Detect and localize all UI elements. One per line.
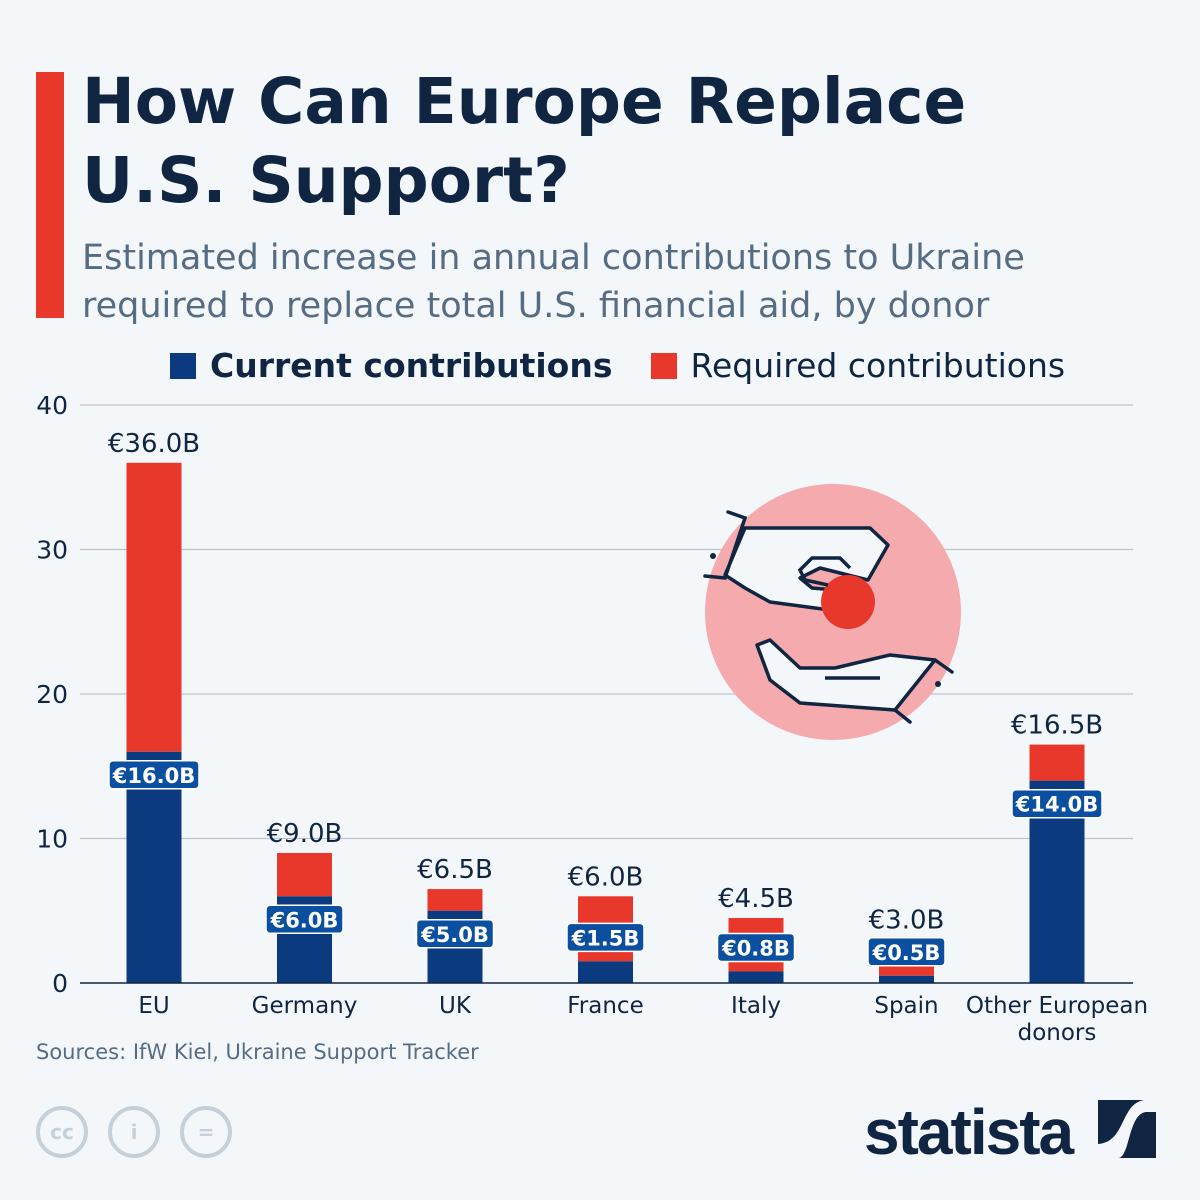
legend: Current contributions Required contribut… — [170, 346, 1065, 385]
bar-current — [728, 971, 784, 983]
x-tick-label: Spain — [874, 993, 938, 1019]
logo-text: statista — [864, 1096, 1074, 1168]
legend-swatch-current — [170, 352, 196, 379]
bar-current — [578, 961, 633, 983]
x-tick-label: France — [567, 993, 643, 1019]
current-label: €0.5B — [872, 941, 941, 965]
bar-required — [126, 462, 182, 752]
current-label-box — [1011, 788, 1103, 819]
bar-required — [277, 852, 332, 897]
current-label: €16.0B — [112, 764, 195, 788]
source-note: Sources: IfW Kiel, Ukraine Support Track… — [36, 1040, 479, 1064]
statista-logo[interactable]: statista — [864, 1095, 1156, 1169]
x-tick-label: donors — [1018, 1020, 1097, 1046]
cc-icon[interactable]: cc — [36, 1106, 88, 1158]
current-label-box — [867, 937, 946, 967]
total-label: €6.5B — [417, 855, 493, 885]
x-tick-label: UK — [439, 993, 472, 1019]
x-tick-label: EU — [138, 993, 169, 1019]
current-label-box — [108, 760, 200, 790]
x-tick-label: Germany — [252, 993, 358, 1019]
accent-bar — [36, 72, 64, 318]
current-label: €5.0B — [420, 923, 489, 947]
legend-swatch-required — [650, 352, 677, 379]
y-tick-label: 30 — [36, 536, 68, 565]
current-label: €1.5B — [571, 926, 640, 950]
current-label: €0.8B — [721, 936, 790, 960]
total-label: €6.0B — [568, 862, 644, 892]
hands-coin-icon — [703, 484, 961, 740]
current-label-box — [566, 922, 645, 953]
total-label: €3.0B — [869, 906, 945, 936]
statista-logo-mark — [1097, 1100, 1156, 1158]
total-label: €16.5B — [1011, 711, 1103, 741]
bar-current — [879, 975, 934, 983]
current-label-box — [716, 932, 796, 963]
x-tick-label: Italy — [731, 993, 781, 1019]
page-title: How Can Europe Replace U.S. Support? — [82, 65, 967, 217]
y-tick-label: 10 — [36, 825, 68, 854]
subtitle: Estimated increase in annual contributio… — [82, 238, 1025, 326]
legend-label-current: Current contributions — [210, 346, 613, 385]
total-label: €36.0B — [108, 429, 200, 459]
y-tick-label: 20 — [36, 680, 68, 709]
total-label: €9.0B — [267, 819, 343, 849]
y-tick-label: 0 — [52, 969, 68, 998]
bar-current — [126, 751, 182, 983]
total-label: €4.5B — [718, 884, 794, 914]
current-label-box — [415, 919, 495, 949]
bar-required — [1029, 744, 1085, 781]
legend-label-required: Required contributions — [690, 346, 1066, 385]
y-tick-label: 40 — [36, 391, 68, 420]
current-label-box — [265, 904, 344, 935]
bar-required — [427, 889, 483, 911]
attribution-icon[interactable]: i — [108, 1106, 160, 1158]
current-label: €6.0B — [270, 908, 339, 932]
x-tick-label: Other European — [966, 993, 1148, 1019]
current-label: €14.0B — [1015, 793, 1098, 817]
no-derivatives-icon[interactable]: = — [180, 1106, 232, 1158]
